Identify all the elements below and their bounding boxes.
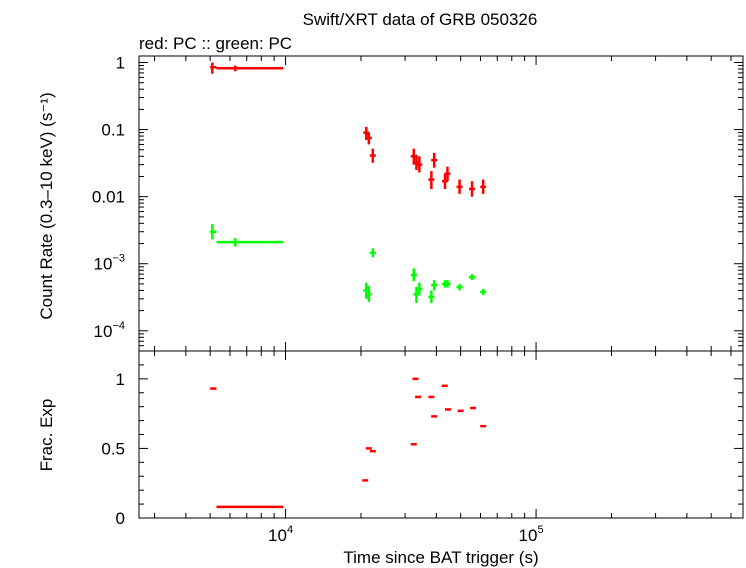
y-tick-label: 10−3 <box>94 253 125 274</box>
x-tick-label: 104 <box>268 524 293 545</box>
y-tick-label: 1 <box>116 54 125 73</box>
bottom-panel: 00.51 <box>101 350 744 528</box>
top-y-axis-label: Count Rate (0.3–10 keV) (s⁻¹) <box>37 92 56 319</box>
top-data <box>210 62 487 303</box>
y-tick-label: 0 <box>116 509 125 528</box>
y-tick-label-exponent: −3 <box>112 253 125 265</box>
top-ticks <box>139 56 743 352</box>
y-tick-label: 0.01 <box>92 188 125 207</box>
bottom-plot-frame <box>138 350 744 519</box>
top-plot-frame <box>138 55 744 352</box>
bottom-ticks <box>139 350 743 519</box>
bottom-y-axis-label: Frac. Exp <box>37 399 56 472</box>
chart-title: Swift/XRT data of GRB 050326 <box>303 10 538 29</box>
y-tick-label: 1 <box>116 370 125 389</box>
bottom-data <box>210 377 487 509</box>
top-y-tick-labels: 1 0.1 0.01 10−3 10−4 <box>92 54 125 341</box>
y-tick-label: 0.5 <box>101 439 125 458</box>
y-tick-label: 0.1 <box>101 121 125 140</box>
y-tick-label: 10−4 <box>94 320 125 341</box>
bottom-y-tick-labels: 00.51 <box>101 370 125 528</box>
top-panel: 1 0.1 0.01 10−3 10−4 <box>92 54 744 352</box>
y-tick-label-exponent: −4 <box>112 320 125 332</box>
x-tick-label-exponent: 4 <box>287 524 293 536</box>
x-tick-label: 105 <box>519 524 544 545</box>
x-axis-label: Time since BAT trigger (s) <box>343 548 538 567</box>
x-tick-labels: 104 105 <box>268 524 544 545</box>
x-tick-label-exponent: 5 <box>537 524 543 536</box>
chart-subtitle: red: PC :: green: PC <box>139 34 292 53</box>
